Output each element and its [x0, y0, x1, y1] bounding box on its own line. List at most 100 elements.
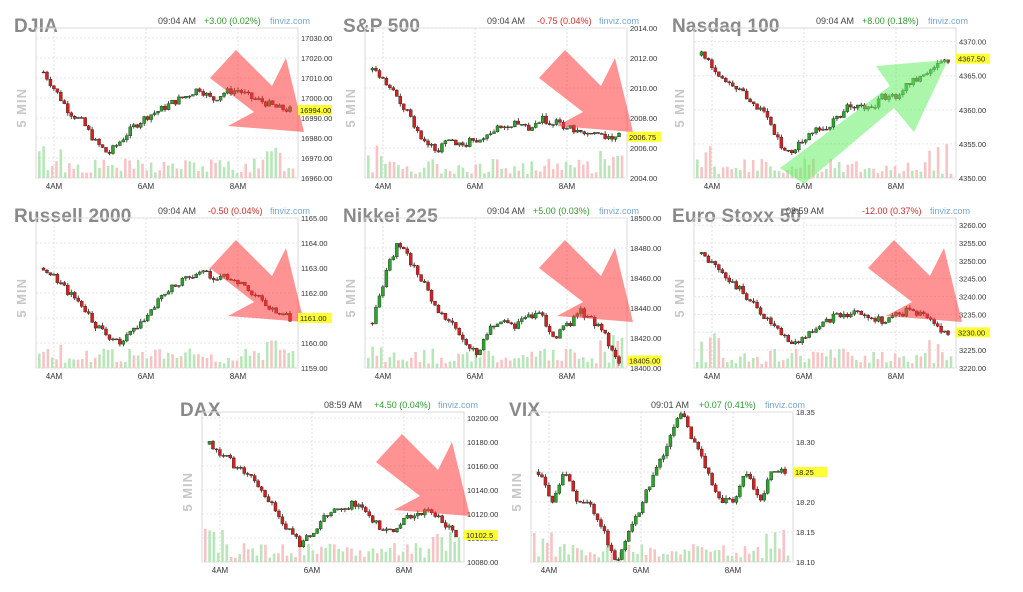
y-tick-label: 18400.00 — [630, 364, 661, 373]
volume-bar — [569, 349, 572, 368]
candle-body — [585, 501, 589, 504]
trend-arrow — [539, 240, 633, 322]
candle-body — [305, 535, 309, 542]
candle-body — [166, 291, 171, 295]
candle-body — [779, 136, 784, 149]
candle-body — [755, 103, 759, 110]
trend-arrow — [376, 434, 470, 516]
candle-body — [468, 344, 472, 349]
candle-body — [516, 120, 521, 125]
chart-source[interactable]: finviz.com — [930, 206, 971, 216]
candle-body — [222, 92, 226, 97]
volume-bar — [59, 344, 63, 368]
volume-bar — [713, 166, 716, 178]
volume-bar — [932, 363, 936, 368]
chart-source[interactable]: finviz.com — [599, 16, 640, 26]
volume-bar — [367, 357, 370, 368]
candle-body — [658, 458, 662, 468]
volume-bar — [457, 165, 460, 178]
volume-bar — [748, 553, 751, 562]
candle-body — [779, 328, 784, 336]
volume-bar — [623, 546, 626, 562]
volume-bar — [713, 550, 717, 562]
volume-bar — [414, 543, 418, 562]
chart-source[interactable]: finviz.com — [270, 206, 311, 216]
chart-source[interactable]: finviz.com — [599, 206, 640, 216]
chart-panel-russell2000[interactable]: Russell 2000 09:04 AM -0.50 (0.04%) finv… — [10, 198, 335, 386]
volume-bar — [564, 349, 568, 368]
candle-body — [384, 270, 389, 288]
price-tag — [464, 530, 498, 540]
candle-body — [198, 88, 202, 92]
volume-bar — [778, 548, 781, 562]
candle-body — [741, 286, 745, 294]
x-tick-label: 6AM — [467, 182, 484, 191]
price-tag-label: 16994.00 — [300, 106, 331, 115]
volume-bar — [337, 548, 340, 562]
price-tag-label: 4367.50 — [958, 55, 985, 64]
volume-bar — [111, 349, 114, 368]
volume-bar — [756, 547, 760, 562]
candle-body — [640, 502, 645, 513]
candle-body — [436, 515, 441, 518]
candle-body — [121, 340, 126, 345]
volume-bar — [812, 351, 815, 368]
volume-bar — [670, 551, 674, 562]
candle-body — [769, 317, 773, 325]
volume-bar — [248, 172, 252, 178]
candle-body — [693, 438, 697, 443]
y-tick-label: 16980.00 — [301, 134, 332, 143]
volume-bar — [649, 547, 652, 562]
candle-body — [478, 349, 482, 355]
chart-source[interactable]: finviz.com — [928, 16, 969, 26]
chart-panel-djia[interactable]: DJIA 09:04 AM +3.00 (0.02%) finviz.com 5… — [10, 8, 335, 196]
chart-panel-vix[interactable]: VIX 09:01 AM +0.07 (0.41%) finviz.com 5 … — [505, 392, 830, 580]
candle-body — [468, 138, 472, 147]
candle-body — [737, 88, 742, 90]
candle-body — [245, 473, 250, 475]
candle-body — [208, 271, 212, 279]
y-tick-label: 18.20 — [796, 498, 815, 507]
candle-body — [177, 285, 181, 287]
chart-panel-eurostoxx50[interactable]: Euro Stoxx 50 08:59 AM -12.00 (0.37%) fi… — [668, 198, 993, 386]
candle-body — [492, 131, 496, 134]
candle-body — [755, 489, 759, 496]
chart-source[interactable]: finviz.com — [765, 400, 806, 410]
volume-bar — [72, 359, 75, 368]
candle-body — [152, 307, 157, 310]
chart-panel-nasdaq100[interactable]: Nasdaq 100 09:04 AM +8.00 (0.18%) finviz… — [668, 8, 993, 196]
volume-bar — [167, 165, 170, 178]
volume-bar — [222, 167, 226, 178]
x-tick-label: 4AM — [46, 182, 63, 191]
candle-body — [478, 139, 482, 143]
volume-bar — [354, 555, 358, 562]
chart-source[interactable]: finviz.com — [438, 400, 479, 410]
chart-change: +4.50 (0.04%) — [374, 400, 431, 410]
chart-panel-sp500[interactable]: S&P 500 09:04 AM -0.75 (0.04%) finviz.co… — [339, 8, 664, 196]
candle-body — [440, 515, 444, 523]
volume-bar — [257, 168, 260, 178]
candle-body — [492, 325, 496, 328]
candle-body — [592, 504, 596, 514]
candle-body — [86, 311, 91, 314]
y-tick-label: 18.30 — [796, 438, 815, 447]
candle-body — [682, 413, 687, 417]
volume-bar — [470, 173, 473, 178]
chart-panel-dax[interactable]: DAX 08:59 AM +4.50 (0.04%) finviz.com 5 … — [176, 392, 501, 580]
volume-bar — [350, 548, 353, 562]
candle-body — [291, 528, 295, 535]
volume-bar — [837, 349, 841, 368]
volume-bar — [569, 164, 572, 178]
chart-time: 08:59 AM — [786, 206, 825, 216]
volume-bar — [491, 158, 495, 178]
candle-body — [502, 320, 507, 323]
y-tick-label: 2014.00 — [630, 24, 657, 33]
candle-body — [301, 540, 305, 547]
volume-bar — [208, 530, 211, 562]
chart-source[interactable]: finviz.com — [270, 16, 311, 26]
candle-body — [571, 480, 575, 492]
candle-body — [828, 126, 832, 130]
chart-panel-nikkei225[interactable]: Nikkei 225 09:04 AM +5.00 (0.03%) finviz… — [339, 198, 664, 386]
volume-bar — [496, 362, 499, 368]
candle-body — [377, 520, 382, 530]
